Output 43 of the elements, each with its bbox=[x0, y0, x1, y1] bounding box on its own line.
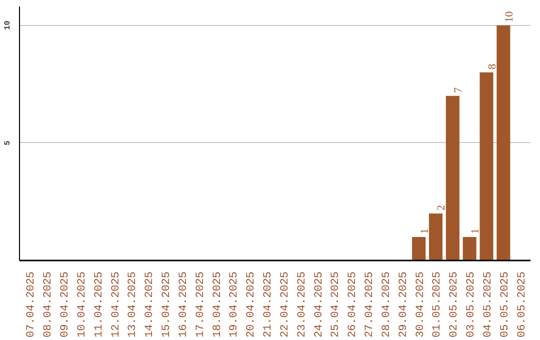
x-tick-label: 08.04.2025 bbox=[42, 271, 55, 338]
x-tick-label: 22.04.2025 bbox=[279, 271, 292, 338]
data-label: 1 bbox=[418, 228, 431, 234]
data-label: 8 bbox=[486, 63, 499, 70]
x-tick-label: 24.04.2025 bbox=[313, 271, 326, 338]
x-tick-label: 20.04.2025 bbox=[246, 271, 258, 338]
bar bbox=[428, 213, 443, 260]
x-tick-label: 27.04.2025 bbox=[364, 271, 376, 338]
x-tick-label: 23.04.2025 bbox=[296, 271, 308, 338]
data-label: 2 bbox=[436, 204, 448, 210]
data-label: 10 bbox=[503, 10, 516, 22]
x-tick-label: 10.04.2025 bbox=[76, 271, 88, 338]
bar bbox=[462, 236, 476, 260]
bar bbox=[446, 96, 460, 260]
y-tick-label: 5 bbox=[4, 140, 12, 146]
x-tick-label: 06.05.2025 bbox=[516, 271, 528, 338]
x-tick-label: 17.04.2025 bbox=[194, 271, 207, 338]
x-tick-label: 12.04.2025 bbox=[110, 271, 122, 338]
x-tick-label: 05.05.2025 bbox=[499, 271, 512, 338]
x-tick-label: 14.04.2025 bbox=[144, 271, 156, 338]
x-tick-label: 15.04.2025 bbox=[161, 271, 174, 338]
bar bbox=[480, 72, 494, 260]
x-tick-label: 26.04.2025 bbox=[347, 271, 360, 338]
x-tick-label: 25.04.2025 bbox=[330, 271, 342, 338]
bar bbox=[496, 25, 510, 260]
data-label: 1 bbox=[470, 228, 482, 234]
bar bbox=[412, 236, 426, 260]
x-tick-label: 13.04.2025 bbox=[127, 271, 140, 338]
x-tick-label: 11.04.2025 bbox=[93, 271, 106, 338]
x-tick-label: 18.04.2025 bbox=[212, 271, 224, 338]
x-tick-label: 16.04.2025 bbox=[178, 271, 190, 338]
x-tick-label: 07.04.2025 bbox=[26, 271, 38, 338]
x-tick-label: 28.04.2025 bbox=[380, 271, 393, 338]
x-tick-label: 30.04.2025 bbox=[414, 271, 427, 338]
x-tick-label: 01.05.2025 bbox=[432, 271, 444, 338]
x-tick-label: 29.04.2025 bbox=[398, 271, 410, 338]
x-tick-label: 02.05.2025 bbox=[448, 271, 461, 338]
x-tick-label: 04.05.2025 bbox=[482, 271, 495, 338]
x-tick-label: 03.05.2025 bbox=[466, 271, 478, 338]
x-tick-label: 09.04.2025 bbox=[59, 271, 72, 338]
x-tick-label: 19.04.2025 bbox=[228, 271, 241, 338]
data-label: 7 bbox=[452, 86, 465, 93]
x-tick-label: 21.04.2025 bbox=[262, 271, 275, 338]
